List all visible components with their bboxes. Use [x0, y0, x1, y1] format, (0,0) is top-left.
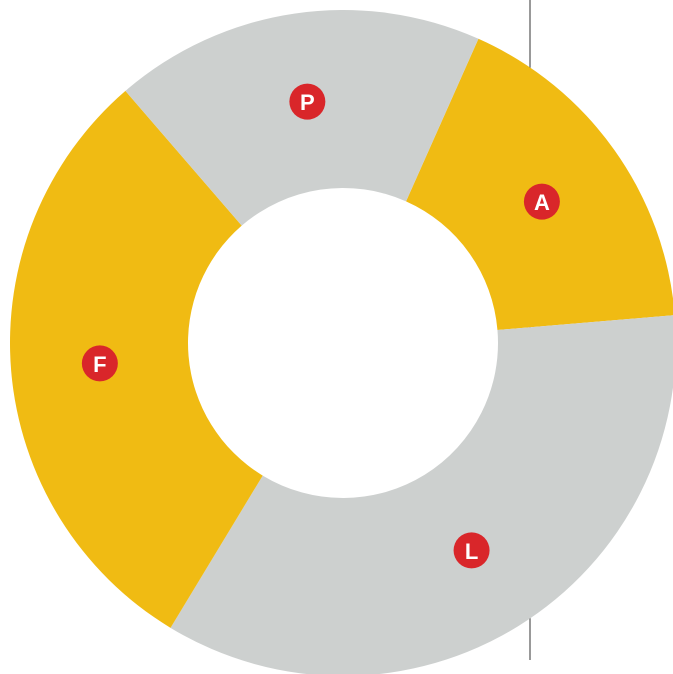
label-badge: [289, 83, 326, 120]
label-badge: [453, 532, 490, 569]
donut-slice: [170, 315, 673, 674]
slice-label: F: [93, 352, 106, 377]
label-badge: [81, 345, 118, 382]
donut-slice: [9, 90, 263, 628]
slice-label: A: [534, 190, 550, 215]
slice-label: P: [300, 90, 315, 115]
label-badge: [523, 183, 560, 220]
slice-label: L: [465, 539, 478, 564]
